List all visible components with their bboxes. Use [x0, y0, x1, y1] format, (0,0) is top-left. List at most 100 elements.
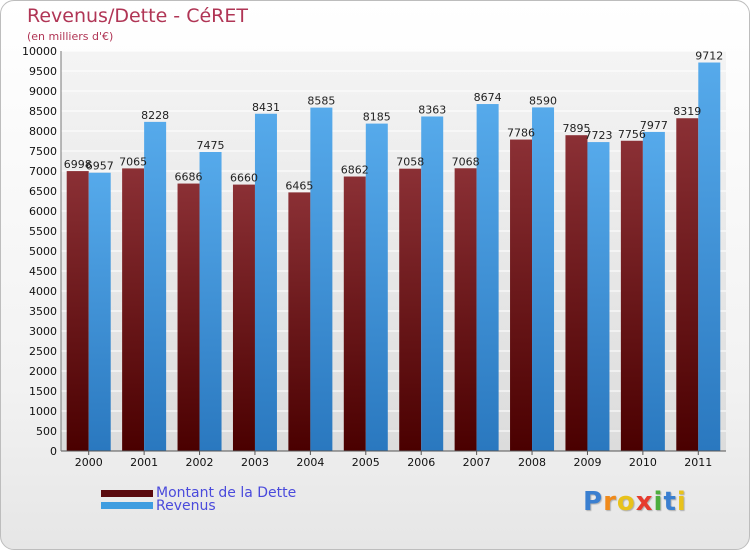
data-label: 7723	[584, 129, 612, 142]
debt-bar	[66, 171, 89, 451]
y-tick-label: 2500	[29, 345, 57, 358]
logo-letter: r	[603, 487, 617, 517]
x-tick-label: 2010	[629, 456, 657, 469]
y-tick-label: 1500	[29, 385, 57, 398]
data-label: 8319	[673, 105, 701, 118]
data-label: 6957	[86, 160, 114, 173]
data-label: 6660	[230, 172, 258, 185]
data-label: 7786	[507, 127, 535, 140]
logo-letter: x	[635, 487, 654, 517]
debt-bar	[565, 135, 588, 451]
logo-letter: P	[583, 487, 604, 517]
data-label: 8585	[307, 95, 335, 108]
data-label: 7475	[197, 139, 225, 152]
y-tick-label: 9000	[29, 85, 57, 98]
y-tick-label: 4000	[29, 285, 57, 298]
y-axis-ticks: 0 500 1000 1500 2000 2500 3000 3500 4000 4500 5000…	[22, 45, 57, 458]
data-label: 8674	[474, 91, 502, 104]
revenue-bar	[587, 142, 610, 451]
y-tick-label: 7500	[29, 145, 57, 158]
x-tick-label: 2005	[352, 456, 380, 469]
logo-letter: o	[616, 487, 636, 517]
debt-bar	[510, 139, 533, 451]
revenue-bar	[365, 123, 388, 451]
debt-bar	[343, 176, 366, 451]
debt-bar	[122, 168, 145, 451]
data-label: 8363	[418, 103, 446, 116]
revenue-bar	[254, 113, 277, 451]
data-label: 6465	[285, 179, 313, 192]
x-tick-label: 2011	[684, 456, 712, 469]
data-label: 8185	[363, 111, 391, 124]
legend-swatch-revenue	[101, 502, 153, 509]
x-tick-label: 2007	[463, 456, 491, 469]
data-label: 7058	[396, 156, 424, 169]
debt-bar	[620, 140, 643, 451]
data-label: 9712	[695, 50, 723, 63]
y-tick-label: 6000	[29, 205, 57, 218]
data-label: 6998	[64, 158, 92, 171]
x-tick-label: 2008	[518, 456, 546, 469]
revenue-bar	[476, 104, 499, 451]
y-tick-label: 4500	[29, 265, 57, 278]
data-label: 7977	[640, 119, 668, 132]
y-tick-label: 5000	[29, 245, 57, 258]
logo-letter: i	[676, 487, 687, 517]
chart-subtitle: (en milliers d'€)	[27, 30, 114, 43]
y-tick-label: 6500	[29, 185, 57, 198]
x-tick-label: 2006	[407, 456, 435, 469]
x-tick-label: 2001	[130, 456, 158, 469]
x-tick-label: 2009	[573, 456, 601, 469]
data-label: 6862	[341, 164, 369, 177]
data-label: 7895	[562, 122, 590, 135]
x-axis-ticks: 2000 2001 2002 2003 2004 2005 2006 2007 2008 2009…	[75, 451, 712, 469]
legend-label-debt: Montant de la Dette	[156, 485, 297, 501]
legend-label-revenue: Revenus	[156, 498, 216, 514]
y-tick-label: 10000	[22, 45, 57, 58]
grid-lines	[61, 50, 726, 452]
x-tick-label: 2000	[75, 456, 103, 469]
revenue-bar	[421, 116, 444, 451]
y-tick-label: 500	[36, 425, 57, 438]
y-tick-label: 7000	[29, 165, 57, 178]
proxiti-logo: Proxiti	[583, 487, 687, 517]
y-tick-label: 5500	[29, 225, 57, 238]
debt-bar	[232, 184, 255, 451]
debt-bar	[177, 183, 200, 451]
y-tick-label: 2000	[29, 365, 57, 378]
data-label: 7756	[618, 128, 646, 141]
data-label: 8590	[529, 94, 557, 107]
revenue-bar	[642, 131, 665, 452]
data-label: 8228	[141, 109, 169, 122]
y-tick-label: 8500	[29, 105, 57, 118]
y-tick-label: 3000	[29, 325, 57, 338]
data-label: 8431	[252, 101, 280, 114]
y-tick-label: 3500	[29, 305, 57, 318]
x-tick-label: 2003	[241, 456, 269, 469]
logo-letter: t	[663, 487, 677, 517]
y-tick-label: 9500	[29, 65, 57, 78]
revenue-bar	[532, 107, 555, 452]
revenue-bar	[698, 62, 721, 452]
revenue-bar	[144, 121, 167, 451]
debt-bar	[288, 192, 311, 451]
chart-title: Revenus/Dette - CéRET	[27, 5, 248, 27]
data-label: 6686	[175, 171, 203, 184]
x-tick-label: 2004	[296, 456, 324, 469]
debt-bar	[399, 168, 422, 451]
revenue-bar	[310, 107, 333, 451]
bars	[66, 62, 721, 452]
revenue-bar	[88, 172, 111, 451]
data-label: 7068	[452, 155, 480, 168]
legend-swatch-debt	[101, 490, 153, 497]
debt-bar	[454, 168, 477, 451]
y-tick-label: 8000	[29, 125, 57, 138]
logo-letter: i	[653, 487, 664, 517]
data-label: 7065	[119, 155, 147, 168]
revenue-bar	[199, 152, 222, 451]
y-tick-label: 1000	[29, 405, 57, 418]
debt-bar	[676, 118, 699, 452]
